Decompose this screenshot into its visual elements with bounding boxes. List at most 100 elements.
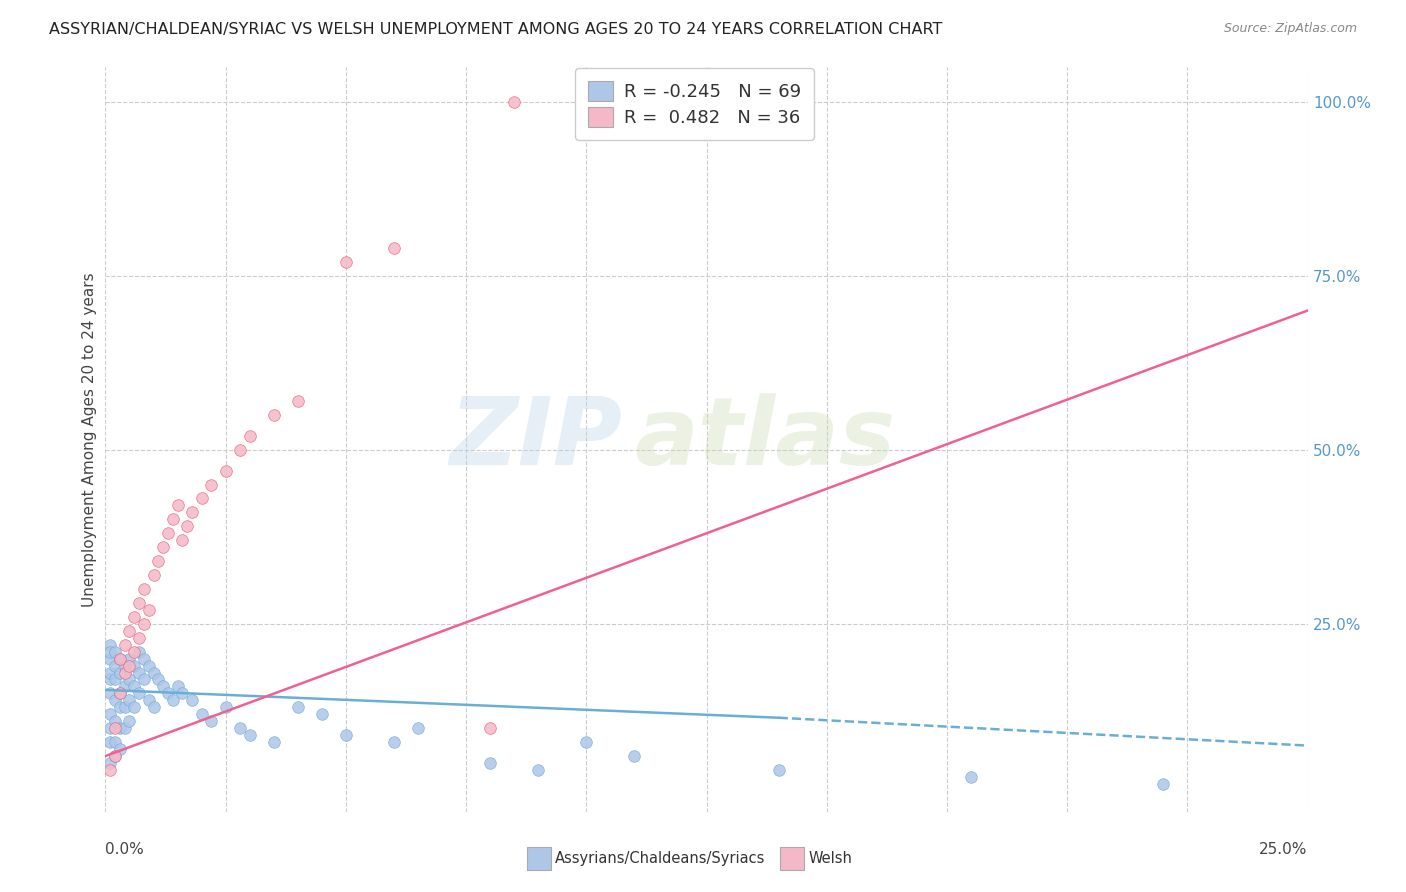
Bar <box>780 847 804 870</box>
Point <box>132 673 155 687</box>
Point <box>162 693 184 707</box>
Point <box>124 700 146 714</box>
Point <box>142 665 165 680</box>
Text: atlas: atlas <box>634 393 896 485</box>
Bar <box>527 847 551 870</box>
Point <box>335 728 357 742</box>
Point <box>479 721 502 735</box>
Point <box>239 728 262 742</box>
Point <box>124 680 146 694</box>
Point <box>108 651 131 665</box>
Point <box>124 645 146 659</box>
Point <box>200 477 222 491</box>
Point <box>108 665 131 680</box>
Point <box>200 714 222 729</box>
Point <box>104 658 127 673</box>
Point <box>156 526 179 541</box>
Point <box>98 673 121 687</box>
Point <box>152 540 174 554</box>
Point <box>118 624 141 638</box>
Point <box>138 658 160 673</box>
Point <box>503 95 526 109</box>
Point <box>138 693 160 707</box>
Point <box>132 616 155 631</box>
Point <box>382 735 405 749</box>
Point <box>124 609 146 624</box>
Point <box>162 512 184 526</box>
Point <box>1152 777 1174 791</box>
Point <box>128 645 150 659</box>
Point <box>190 491 212 506</box>
Point <box>118 714 141 729</box>
Text: Source: ZipAtlas.com: Source: ZipAtlas.com <box>1223 22 1357 36</box>
Point <box>575 735 598 749</box>
Point <box>214 700 236 714</box>
Point <box>148 554 170 568</box>
Point <box>287 394 309 409</box>
Point <box>104 714 127 729</box>
Point <box>239 429 262 443</box>
Point <box>114 638 136 652</box>
Point <box>104 749 127 764</box>
Text: ASSYRIAN/CHALDEAN/SYRIAC VS WELSH UNEMPLOYMENT AMONG AGES 20 TO 24 YEARS CORRELA: ASSYRIAN/CHALDEAN/SYRIAC VS WELSH UNEMPL… <box>49 22 942 37</box>
Point <box>128 686 150 700</box>
Point <box>128 665 150 680</box>
Point <box>142 568 165 582</box>
Point <box>406 721 429 735</box>
Point <box>98 721 121 735</box>
Point <box>229 721 252 735</box>
Point <box>229 442 252 457</box>
Point <box>768 763 790 777</box>
Point <box>190 707 212 722</box>
Point <box>98 735 121 749</box>
Point <box>118 693 141 707</box>
Point <box>263 735 285 749</box>
Point <box>108 700 131 714</box>
Point <box>479 756 502 770</box>
Point <box>114 658 136 673</box>
Point <box>142 700 165 714</box>
Point <box>98 707 121 722</box>
Y-axis label: Unemployment Among Ages 20 to 24 years: Unemployment Among Ages 20 to 24 years <box>82 272 97 607</box>
Point <box>98 638 121 652</box>
Point <box>104 735 127 749</box>
Point <box>287 700 309 714</box>
Point <box>132 651 155 665</box>
Point <box>382 241 405 255</box>
Point <box>98 645 121 659</box>
Text: ZIP: ZIP <box>450 393 623 485</box>
Point <box>114 700 136 714</box>
Point <box>108 742 131 756</box>
Legend: R = -0.245   N = 69, R =  0.482   N = 36: R = -0.245 N = 69, R = 0.482 N = 36 <box>575 69 814 140</box>
Point <box>98 651 121 665</box>
Point <box>152 680 174 694</box>
Point <box>623 749 645 764</box>
Point <box>104 693 127 707</box>
Point <box>118 673 141 687</box>
Point <box>527 763 550 777</box>
Point <box>104 721 127 735</box>
Point <box>263 408 285 422</box>
Point <box>114 665 136 680</box>
Text: 25.0%: 25.0% <box>1260 841 1308 856</box>
Point <box>124 658 146 673</box>
Point <box>960 770 983 784</box>
Point <box>104 749 127 764</box>
Point <box>148 673 170 687</box>
Text: 0.0%: 0.0% <box>105 841 145 856</box>
Point <box>311 707 333 722</box>
Point <box>108 686 131 700</box>
Point <box>132 582 155 596</box>
Point <box>98 756 121 770</box>
Point <box>98 763 121 777</box>
Point <box>181 505 204 519</box>
Point <box>128 596 150 610</box>
Point <box>98 686 121 700</box>
Point <box>166 680 188 694</box>
Point <box>114 680 136 694</box>
Point <box>166 499 188 513</box>
Point <box>176 519 198 533</box>
Point <box>214 464 236 478</box>
Point <box>118 658 141 673</box>
Point <box>108 686 131 700</box>
